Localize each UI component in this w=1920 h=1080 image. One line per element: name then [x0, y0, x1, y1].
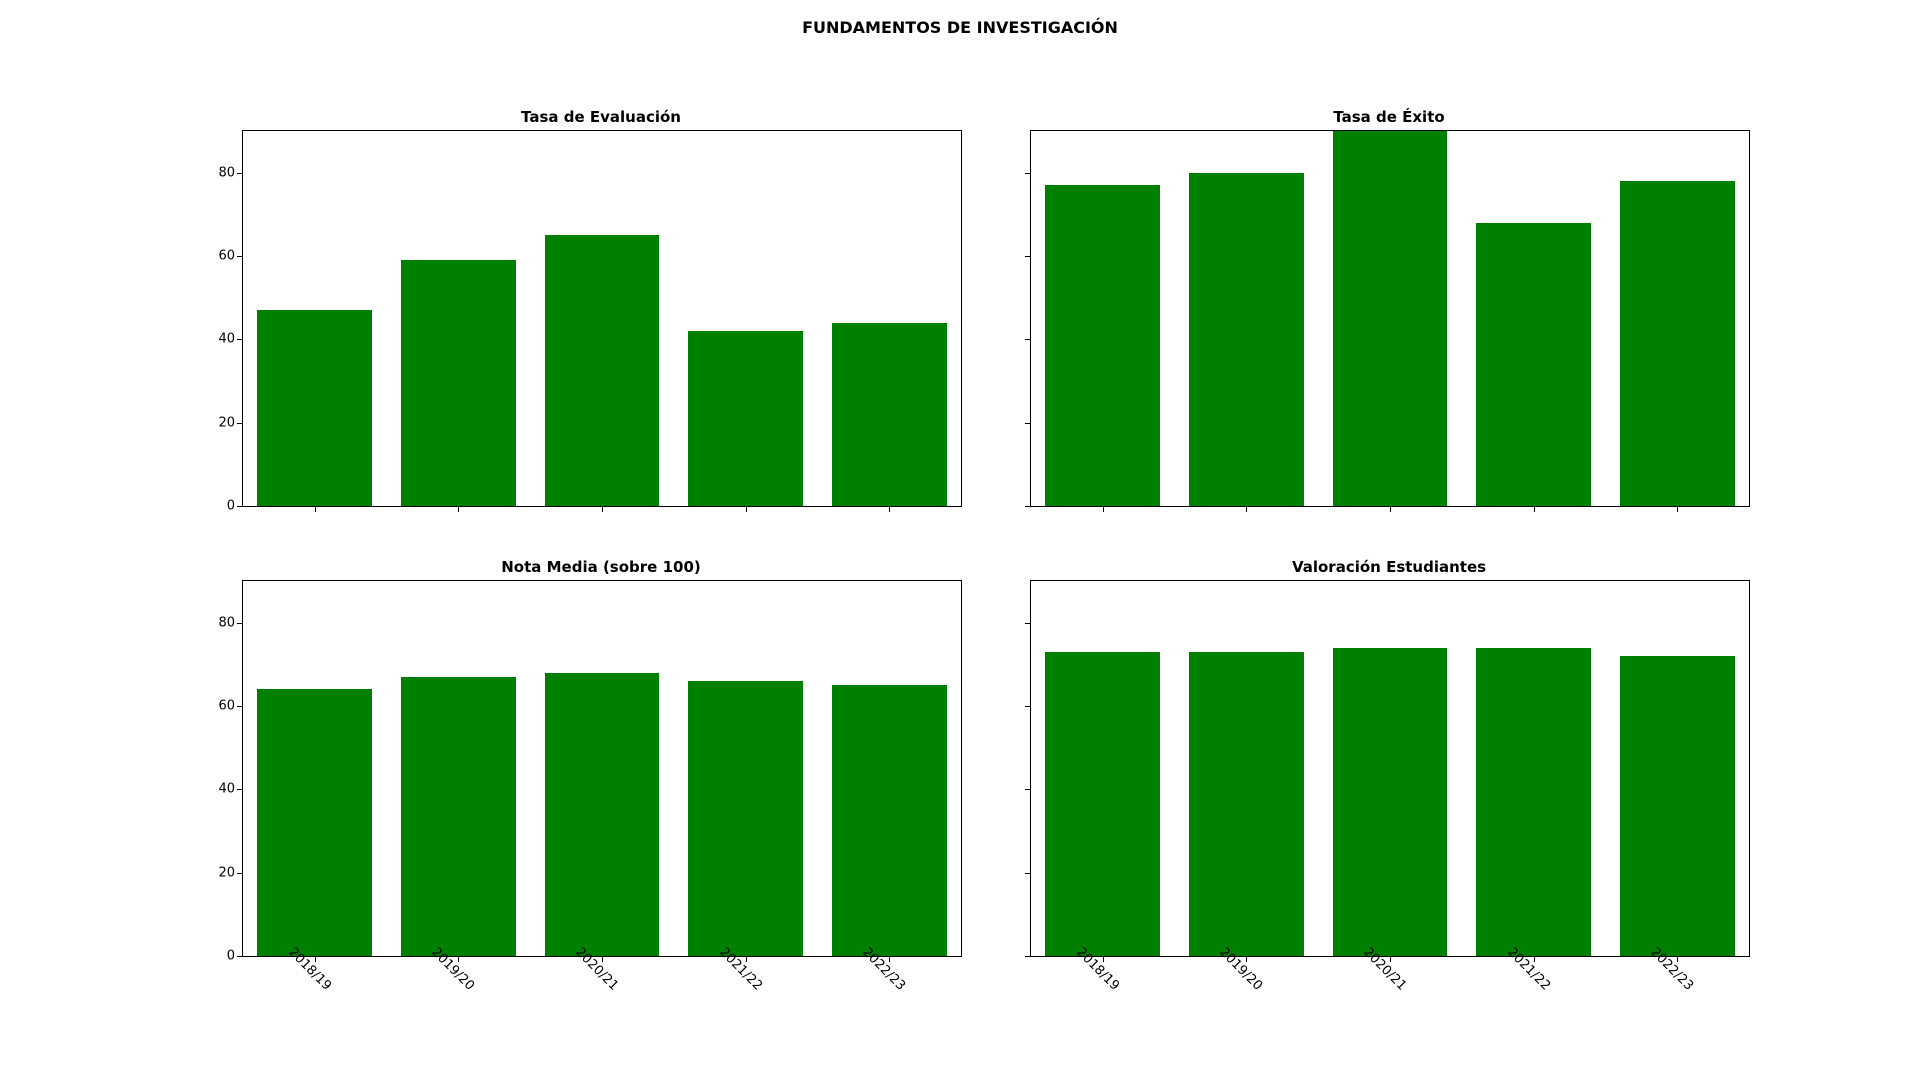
bar	[1333, 131, 1448, 506]
bar	[1476, 223, 1591, 506]
ytick-label: 60	[218, 249, 243, 264]
bar	[1189, 173, 1304, 506]
xtick-mark	[1390, 506, 1391, 512]
xtick-mark	[889, 956, 890, 962]
xtick-mark	[1677, 506, 1678, 512]
xtick-mark	[1534, 506, 1535, 512]
bar	[688, 681, 803, 956]
bar	[1476, 648, 1591, 956]
ytick-mark	[1025, 873, 1031, 874]
ytick-mark	[1025, 706, 1031, 707]
ytick-mark	[1025, 789, 1031, 790]
figure-suptitle: FUNDAMENTOS DE INVESTIGACIÓN	[0, 18, 1920, 37]
xtick-mark	[1246, 956, 1247, 962]
ytick-label: 80	[218, 165, 243, 180]
ytick-label: 60	[218, 699, 243, 714]
ytick-label: 80	[218, 615, 243, 630]
ytick-label: 0	[227, 949, 243, 964]
panel-valoracion_estudiantes: Valoración Estudiantes2018/192019/202020…	[1030, 580, 1748, 955]
bar	[688, 331, 803, 506]
ytick-label: 40	[218, 332, 243, 347]
xtick-mark	[1103, 506, 1104, 512]
bar	[1045, 652, 1160, 956]
xtick-mark	[746, 506, 747, 512]
xtick-mark	[602, 506, 603, 512]
ytick-mark	[1025, 256, 1031, 257]
panel-title: Tasa de Evaluación	[242, 108, 960, 126]
bar	[832, 685, 947, 956]
ytick-label: 20	[218, 415, 243, 430]
ytick-label: 40	[218, 782, 243, 797]
ytick-mark	[1025, 339, 1031, 340]
xtick-mark	[1534, 956, 1535, 962]
panel-title: Tasa de Éxito	[1030, 108, 1748, 126]
bar	[401, 677, 516, 956]
ytick-mark	[1025, 956, 1031, 957]
xtick-mark	[458, 956, 459, 962]
xtick-mark	[1677, 956, 1678, 962]
panel-title: Valoración Estudiantes	[1030, 558, 1748, 576]
xtick-mark	[1103, 956, 1104, 962]
bar	[1620, 181, 1735, 506]
xtick-mark	[458, 506, 459, 512]
panel-nota_media: Nota Media (sobre 100)0204060802018/1920…	[242, 580, 960, 955]
xtick-mark	[315, 956, 316, 962]
ytick-mark	[1025, 506, 1031, 507]
axes: 2018/192019/202020/212021/222022/23	[1030, 580, 1750, 957]
bar	[401, 260, 516, 506]
bar	[545, 235, 660, 506]
bar	[545, 673, 660, 956]
bar	[1620, 656, 1735, 956]
xtick-mark	[1390, 956, 1391, 962]
bar	[1045, 185, 1160, 506]
panel-tasa_evaluacion: Tasa de Evaluación020406080	[242, 130, 960, 505]
figure: FUNDAMENTOS DE INVESTIGACIÓN Tasa de Eva…	[0, 0, 1920, 1080]
xtick-mark	[1246, 506, 1247, 512]
ytick-mark	[1025, 623, 1031, 624]
ytick-mark	[1025, 173, 1031, 174]
bar	[257, 689, 372, 956]
bar	[832, 323, 947, 506]
bar	[1189, 652, 1304, 956]
xtick-mark	[315, 506, 316, 512]
ytick-label: 0	[227, 499, 243, 514]
panel-title: Nota Media (sobre 100)	[242, 558, 960, 576]
xtick-mark	[746, 956, 747, 962]
axes	[1030, 130, 1750, 507]
axes: 020406080	[242, 130, 962, 507]
xtick-mark	[889, 506, 890, 512]
xtick-mark	[602, 956, 603, 962]
bar	[257, 310, 372, 506]
ytick-mark	[1025, 423, 1031, 424]
bar	[1333, 648, 1448, 956]
panel-tasa_exito: Tasa de Éxito	[1030, 130, 1748, 505]
axes: 0204060802018/192019/202020/212021/22202…	[242, 580, 962, 957]
ytick-label: 20	[218, 865, 243, 880]
